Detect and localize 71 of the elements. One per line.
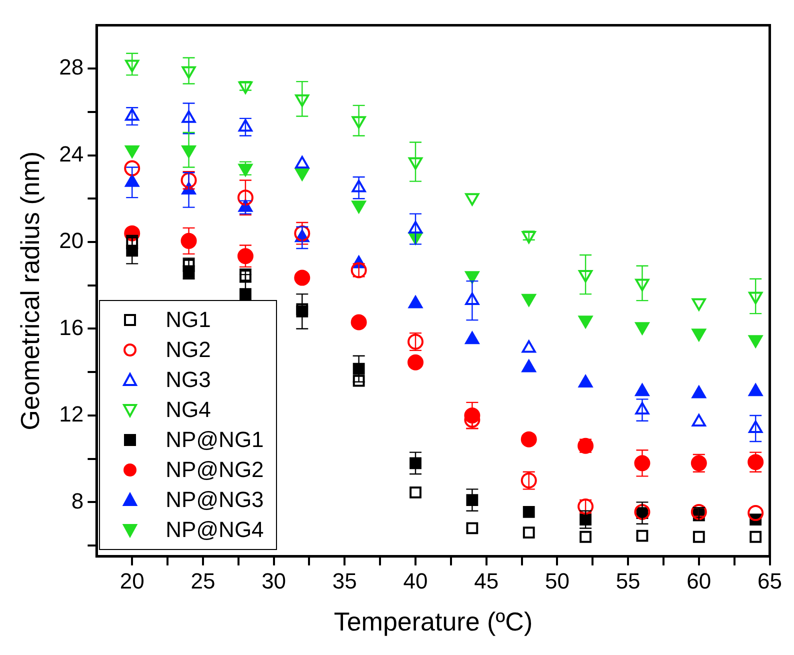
- point: [237, 248, 254, 264]
- point: [465, 271, 480, 284]
- point: [634, 504, 650, 520]
- y-tick-label: 20: [59, 228, 84, 254]
- point: [466, 522, 478, 534]
- point: [692, 530, 705, 543]
- x-tick-label: 40: [403, 568, 428, 594]
- point: [240, 288, 252, 300]
- point: [690, 504, 707, 520]
- point: [750, 530, 762, 543]
- point: [294, 225, 310, 242]
- y-tick-label: 12: [59, 402, 84, 427]
- point: [636, 530, 648, 542]
- point: [522, 294, 536, 306]
- point: [182, 66, 196, 79]
- point: [294, 270, 310, 286]
- point: [350, 314, 367, 330]
- x-tick-label: 50: [544, 568, 570, 594]
- y-axis-title: Geometrical radius (nm): [14, 151, 45, 430]
- point: [352, 374, 365, 387]
- point: [410, 486, 422, 498]
- x-tick-label: 20: [120, 568, 144, 594]
- legend-label: NP@NG2: [166, 457, 264, 484]
- point: [410, 457, 422, 470]
- point: [352, 200, 366, 214]
- legend-label: NG2: [166, 337, 211, 364]
- point: [578, 270, 593, 283]
- x-tick-label: 25: [190, 568, 216, 594]
- point: [352, 116, 366, 129]
- point: [124, 160, 140, 176]
- point: [295, 94, 310, 107]
- point: [466, 494, 478, 506]
- point: [635, 322, 650, 335]
- point: [522, 231, 536, 244]
- point: [578, 316, 593, 328]
- point: [522, 506, 535, 518]
- y-tick-label: 28: [59, 54, 84, 80]
- point: [408, 157, 423, 170]
- point: [748, 505, 764, 522]
- y-tick-label: 24: [59, 141, 84, 166]
- point: [237, 190, 254, 206]
- legend-label: NG4: [166, 397, 211, 424]
- legend-label: NP@NG3: [166, 487, 264, 514]
- legend-label: NP@NG4: [166, 517, 264, 544]
- point: [408, 354, 424, 370]
- point: [522, 526, 535, 538]
- point: [352, 362, 365, 375]
- x-tick-label: 55: [616, 568, 640, 594]
- point: [692, 298, 706, 311]
- point: [635, 278, 650, 292]
- point: [748, 335, 763, 348]
- point: [465, 193, 480, 206]
- y-tick-label: 16: [59, 314, 84, 340]
- point: [125, 60, 140, 72]
- x-axis-title: Temperature (ºC): [334, 606, 533, 637]
- legend-label: NG1: [166, 307, 211, 334]
- x-tick-label: 45: [474, 568, 499, 594]
- x-tick-label: 60: [686, 568, 712, 594]
- point: [238, 81, 253, 94]
- x-tick-label: 65: [758, 568, 782, 594]
- point: [520, 431, 537, 448]
- x-tick-label: 30: [262, 568, 286, 594]
- point: [692, 328, 706, 342]
- x-tick-label: 35: [332, 568, 357, 594]
- point: [748, 292, 763, 304]
- legend-label: NP@NG1: [166, 427, 264, 454]
- point: [125, 145, 140, 158]
- legend-label: NG3: [166, 367, 211, 394]
- y-tick-label: 8: [71, 488, 84, 514]
- point: [295, 168, 310, 181]
- point: [580, 530, 592, 543]
